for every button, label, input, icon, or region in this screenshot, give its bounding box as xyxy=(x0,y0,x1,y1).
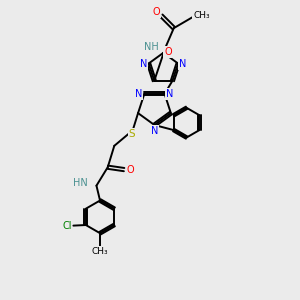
Text: O: O xyxy=(152,7,160,17)
Text: HN: HN xyxy=(74,178,88,188)
Text: O: O xyxy=(164,47,172,57)
Text: N: N xyxy=(179,59,187,69)
Text: S: S xyxy=(129,129,135,139)
Text: N: N xyxy=(135,89,143,99)
Text: NH: NH xyxy=(144,43,159,52)
Text: N: N xyxy=(166,89,174,99)
Text: Cl: Cl xyxy=(62,220,72,231)
Text: N: N xyxy=(140,59,148,69)
Text: N: N xyxy=(151,126,158,136)
Text: CH₃: CH₃ xyxy=(92,247,108,256)
Text: O: O xyxy=(127,165,134,175)
Text: CH₃: CH₃ xyxy=(193,11,210,20)
